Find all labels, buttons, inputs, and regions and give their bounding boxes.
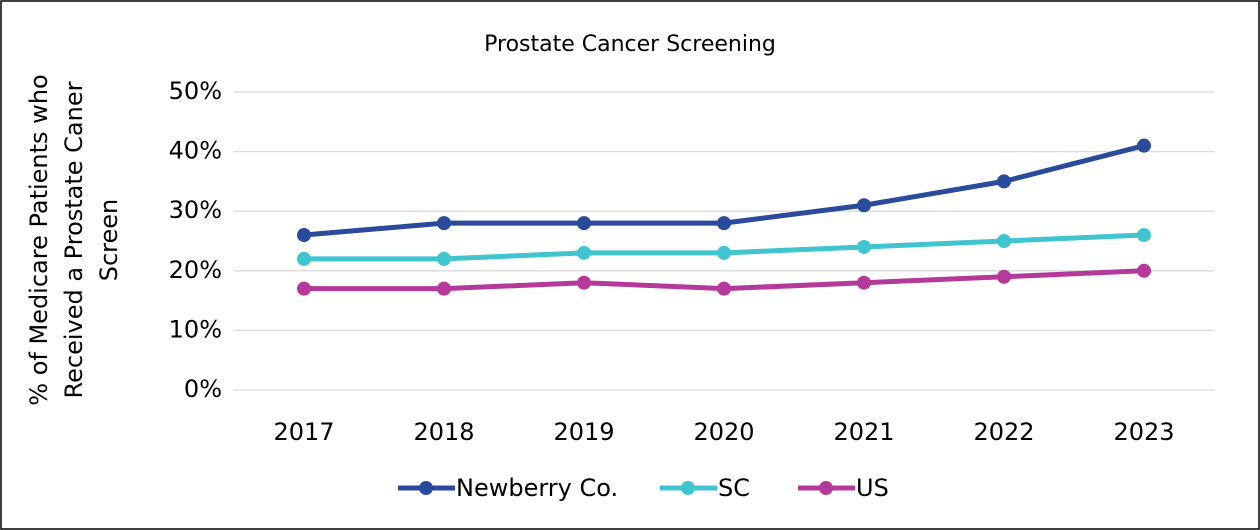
data-point [857, 198, 871, 213]
data-point [1137, 228, 1151, 243]
y-tick-label: 30% [169, 196, 222, 224]
data-point [1137, 263, 1151, 278]
data-point [997, 269, 1011, 284]
legend-label: US [856, 474, 889, 502]
data-point [437, 251, 451, 266]
x-tick-label: 2022 [973, 418, 1034, 446]
data-point [997, 174, 1011, 189]
chart-title: Prostate Cancer Screening [484, 32, 776, 57]
x-tick-label: 2023 [1113, 418, 1174, 446]
legend-marker [419, 481, 433, 495]
data-point [577, 216, 591, 231]
data-point [437, 216, 451, 231]
y-axis-label-line: Received a Prostate Caner [60, 81, 88, 398]
data-point [577, 245, 591, 260]
data-point [297, 281, 311, 296]
data-point [997, 234, 1011, 248]
y-axis-label-line: Screen [95, 199, 123, 282]
data-point [717, 245, 731, 260]
y-tick-label: 0% [184, 375, 222, 403]
data-point [857, 239, 871, 254]
y-tick-label: 50% [169, 77, 222, 105]
y-axis-label: % of Medicare Patients who Received a Pro… [25, 74, 123, 405]
data-point [717, 216, 731, 231]
x-tick-label: 2019 [553, 418, 614, 446]
data-point [577, 275, 591, 290]
x-tick-label: 2021 [833, 418, 894, 446]
legend-label: SC [718, 474, 750, 502]
data-point [857, 275, 871, 290]
data-point [717, 281, 731, 296]
x-tick-label: 2017 [273, 418, 334, 446]
x-tick-label: 2020 [693, 418, 754, 446]
data-point [1137, 138, 1151, 153]
y-tick-label: 40% [169, 137, 222, 165]
x-tick-label: 2018 [413, 418, 474, 446]
data-point [297, 228, 311, 243]
legend-label: Newberry Co. [456, 474, 618, 502]
data-point [297, 251, 311, 266]
y-tick-label: 20% [169, 256, 222, 284]
legend-marker [819, 481, 833, 495]
legend-marker [681, 481, 695, 495]
y-axis-label-line: % of Medicare Patients who [25, 74, 53, 405]
data-point [437, 281, 451, 296]
y-tick-label: 10% [169, 315, 222, 343]
